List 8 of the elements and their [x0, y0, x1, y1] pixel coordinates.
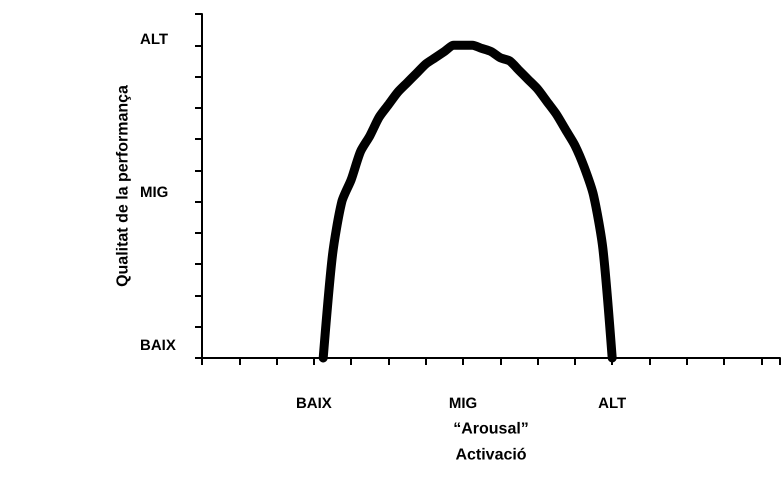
y-axis-title: Qualitat de la performança	[114, 84, 132, 287]
x-tick-label: ALT	[598, 395, 626, 412]
text: BAIX	[140, 337, 176, 354]
text: ALT	[140, 30, 168, 48]
x-tick-label: BAIX	[296, 395, 332, 412]
x-axis-title: “Arousal” Activació	[453, 420, 529, 464]
text: MIG	[140, 184, 168, 201]
x-tick-label: MIG	[448, 395, 478, 412]
